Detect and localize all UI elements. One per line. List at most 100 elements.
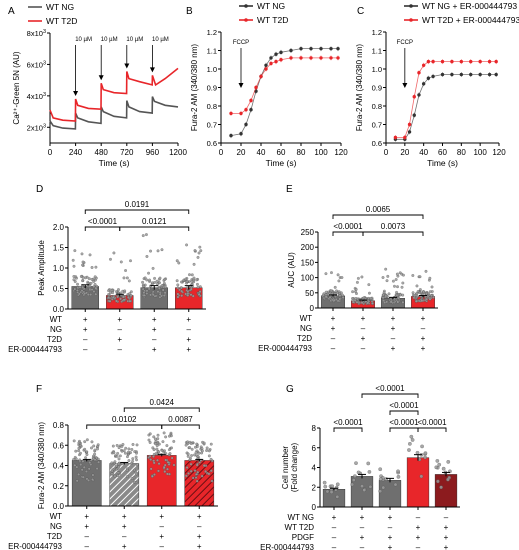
- scatter-point: [402, 273, 405, 277]
- scatter-point: [156, 437, 160, 441]
- scatter-point: [147, 287, 151, 291]
- x-tick-label: 100: [473, 148, 487, 157]
- scatter-point: [423, 451, 428, 455]
- scatter-point: [429, 294, 433, 297]
- scatter-point: [73, 249, 77, 253]
- scatter-point: [85, 453, 89, 456]
- scatter-point: [117, 465, 121, 469]
- scatter-point: [142, 291, 146, 295]
- y-tick-label: 1.0: [372, 65, 382, 74]
- scatter-point: [356, 470, 361, 475]
- scatter-point: [420, 444, 424, 449]
- x-tick-label: 40: [257, 148, 266, 157]
- scatter-point: [205, 449, 209, 452]
- scatter-point: [80, 252, 84, 256]
- scatter-point: [118, 454, 122, 458]
- scatter-point: [120, 445, 124, 448]
- scatter-point: [187, 472, 190, 475]
- scatter-point: [93, 283, 97, 286]
- scatter-point: [126, 296, 130, 299]
- scatter-point: [180, 280, 183, 284]
- condition-sign: +: [122, 522, 127, 531]
- panel-e: 0 50 100 150 200 250 AUC (AU) <0.0001 0.0073 0.00…: [258, 205, 438, 353]
- data-point: [299, 56, 303, 60]
- scatter-point: [145, 278, 149, 282]
- series-line-wt-t2d: [49, 67, 179, 122]
- scatter-point: [157, 450, 161, 454]
- scatter-point: [362, 488, 367, 492]
- condition-sign: +: [416, 533, 421, 542]
- scatter-point: [192, 276, 196, 280]
- scatter-point: [160, 284, 164, 288]
- condition-sign: –: [122, 532, 127, 541]
- scatter-point: [321, 293, 325, 297]
- scatter-point: [157, 281, 161, 285]
- condition-sign: +: [360, 513, 365, 522]
- scatter-point: [205, 446, 209, 450]
- series-line: [230, 48, 338, 136]
- scatter-point: [368, 291, 371, 295]
- data-point: [239, 132, 243, 136]
- p-value-label: <0.0001: [333, 222, 363, 231]
- data-point: [309, 56, 313, 60]
- scatter-point: [195, 463, 199, 467]
- scatter-point: [111, 295, 115, 299]
- scatter-point: [378, 477, 383, 482]
- scatter-point: [79, 275, 83, 278]
- data-point: [319, 46, 323, 51]
- scatter-point: [107, 289, 111, 293]
- y-tick-label: 2.0: [53, 223, 65, 232]
- data-point: [264, 67, 268, 71]
- condition-label: NG: [50, 325, 62, 334]
- scatter-point: [93, 275, 97, 279]
- scatter-point: [124, 446, 128, 450]
- scatter-point: [154, 437, 157, 441]
- scatter-point: [149, 249, 152, 253]
- scatter-point: [428, 297, 432, 301]
- data-point: [440, 72, 445, 77]
- scatter-point: [95, 467, 99, 471]
- legend-marker: [409, 4, 413, 8]
- scatter-point: [116, 451, 120, 455]
- legend-label: WT T2D: [257, 15, 288, 25]
- p-value-label: 0.0191: [125, 200, 150, 209]
- scatter-point: [113, 460, 117, 464]
- scatter-point: [338, 297, 342, 301]
- scatter-point: [334, 485, 339, 490]
- scatter-point: [157, 286, 161, 290]
- scatter-point: [94, 292, 98, 296]
- scatter-point: [428, 290, 432, 294]
- data-point: [487, 72, 492, 77]
- scatter-point: [150, 474, 154, 478]
- x-tick-label: 80: [457, 148, 466, 157]
- condition-sign: +: [388, 513, 393, 522]
- x-tick-label: 0: [48, 148, 53, 157]
- scatter-point: [185, 466, 189, 469]
- scatter-point: [384, 267, 388, 271]
- scatter-point: [194, 445, 197, 449]
- scatter-point: [197, 292, 201, 296]
- scatter-point: [395, 290, 398, 294]
- legend-label: WT NG: [46, 2, 74, 12]
- scatter-point: [107, 293, 111, 296]
- bar: [434, 474, 458, 508]
- scatter-point: [180, 289, 184, 293]
- condition-sign: –: [197, 522, 202, 531]
- scatter-point: [150, 281, 154, 285]
- scatter-point: [152, 461, 156, 465]
- annotation-label: FCCP: [397, 40, 413, 46]
- scatter-point: [180, 286, 183, 290]
- scatter-point: [195, 479, 199, 483]
- condition-sign: +: [360, 533, 365, 542]
- x-tick-label: 60: [438, 148, 447, 157]
- scatter-point: [401, 300, 405, 304]
- scatter-point: [185, 286, 189, 290]
- legend-marker: [244, 18, 248, 22]
- data-point: [329, 46, 333, 51]
- scatter-point: [360, 301, 364, 305]
- scatter-point: [115, 444, 119, 447]
- data-point: [229, 133, 233, 138]
- y-tick-label: 1.2: [372, 28, 382, 37]
- data-point: [289, 56, 293, 60]
- data-point: [309, 46, 313, 51]
